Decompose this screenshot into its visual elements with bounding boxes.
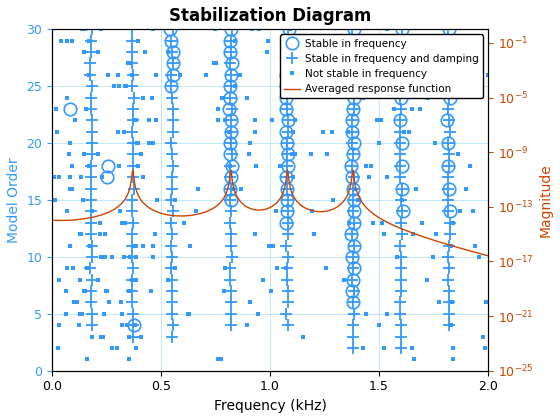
Legend: Stable in frequency, Stable in frequency and damping, Not stable in frequency, A: Stable in frequency, Stable in frequency… — [280, 34, 483, 98]
Stable in frequency — [167, 27, 174, 32]
Averaged response function — [216, 202, 222, 207]
Not stable in frequency — [255, 27, 262, 32]
Averaged response function — [128, 177, 135, 182]
Stable in frequency — [130, 323, 137, 328]
Not stable in frequency — [69, 163, 76, 168]
Stable in frequency and damping — [445, 27, 451, 32]
Stable in frequency — [348, 289, 355, 294]
Averaged response function — [227, 168, 234, 173]
Line: Not stable in frequency: Not stable in frequency — [52, 27, 489, 362]
Averaged response function — [484, 253, 491, 258]
Not stable in frequency — [479, 334, 486, 339]
Stable in frequency and damping — [89, 27, 96, 32]
Not stable in frequency — [249, 27, 255, 32]
Stable in frequency and damping — [350, 346, 357, 351]
Averaged response function — [407, 230, 414, 235]
Line: Stable in frequency and damping: Stable in frequency and damping — [85, 24, 455, 354]
Not stable in frequency — [482, 346, 488, 351]
Stable in frequency — [446, 27, 452, 32]
Stable in frequency — [283, 84, 290, 89]
Averaged response function — [49, 218, 55, 223]
Stable in frequency — [227, 129, 234, 134]
Averaged response function — [310, 208, 317, 213]
Line: Stable in frequency: Stable in frequency — [64, 23, 456, 331]
Not stable in frequency — [98, 255, 105, 260]
Stable in frequency and damping — [89, 323, 96, 328]
Stable in frequency — [398, 141, 405, 146]
Stable in frequency — [228, 72, 235, 77]
Averaged response function — [374, 214, 381, 219]
Stable in frequency and damping — [87, 220, 94, 225]
Stable in frequency and damping — [170, 118, 176, 123]
Not stable in frequency — [55, 175, 62, 180]
Title: Stabilization Diagram: Stabilization Diagram — [169, 7, 371, 25]
Not stable in frequency — [215, 357, 222, 362]
Stable in frequency and damping — [129, 311, 136, 316]
Y-axis label: Model Order: Model Order — [7, 157, 21, 243]
Stable in frequency — [283, 209, 290, 214]
Y-axis label: Magnitude: Magnitude — [539, 163, 553, 237]
Stable in frequency and damping — [446, 243, 453, 248]
X-axis label: Frequency (kHz): Frequency (kHz) — [213, 399, 326, 413]
Stable in frequency — [67, 106, 73, 111]
Stable in frequency and damping — [169, 255, 175, 260]
Averaged response function — [333, 205, 339, 210]
Stable in frequency and damping — [169, 50, 175, 55]
Line: Averaged response function: Averaged response function — [52, 170, 488, 256]
Not stable in frequency — [79, 27, 86, 32]
